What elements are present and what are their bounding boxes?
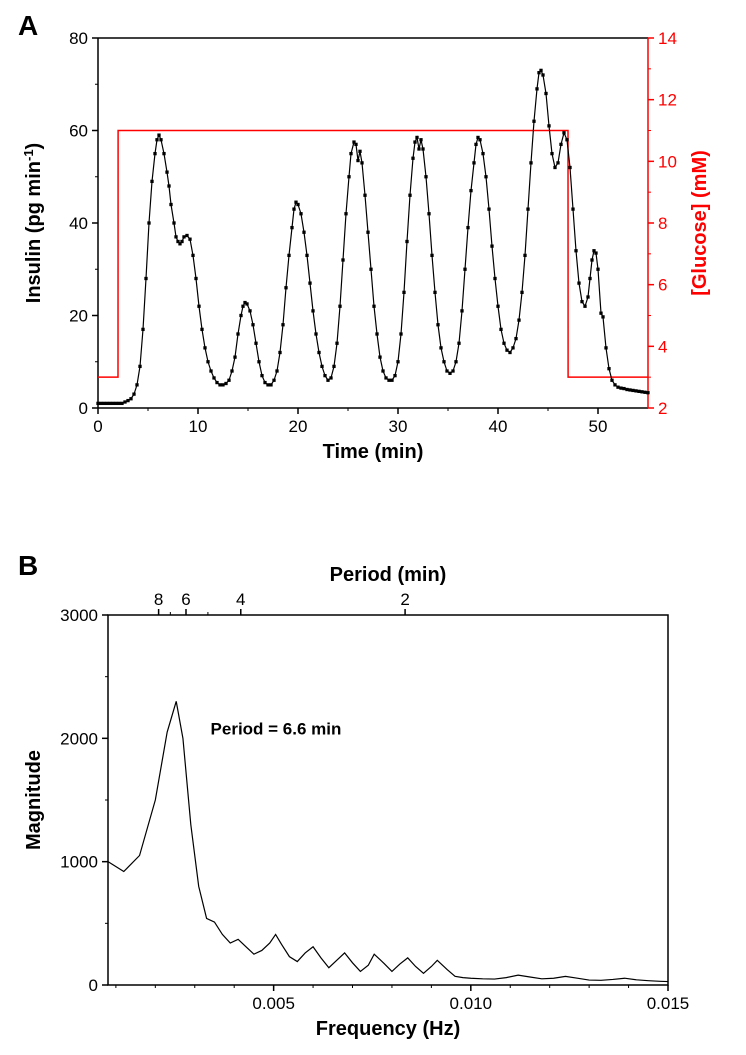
svg-text:0.010: 0.010	[450, 994, 493, 1013]
svg-text:Frequency (Hz): Frequency (Hz)	[316, 1018, 460, 1040]
svg-text:3000: 3000	[60, 606, 98, 625]
panel-b-chart: 0 1000 2000 3000 0.005 0.010 0.015 86 4 2 Frequenc…	[0, 0, 746, 1055]
svg-text:0: 0	[89, 976, 98, 995]
svg-text:Period (min): Period (min)	[330, 564, 447, 586]
svg-text:2000: 2000	[60, 729, 98, 748]
svg-text:4: 4	[236, 590, 245, 609]
svg-text:2: 2	[400, 590, 409, 609]
svg-text:0.005: 0.005	[252, 994, 295, 1013]
svg-text:1000: 1000	[60, 853, 98, 872]
svg-text:Period = 6.6 min: Period = 6.6 min	[211, 720, 342, 739]
svg-text:0.015: 0.015	[647, 994, 690, 1013]
panel-b-svg: 0 1000 2000 3000 0.005 0.010 0.015 86 4 2 Frequenc…	[0, 0, 746, 1050]
svg-text:8: 8	[154, 590, 163, 609]
svg-text:6: 6	[181, 590, 190, 609]
svg-text:Magnitude: Magnitude	[23, 750, 45, 850]
figure-page: { "panelA": { "label": "A", "label_fonts…	[0, 0, 746, 1050]
